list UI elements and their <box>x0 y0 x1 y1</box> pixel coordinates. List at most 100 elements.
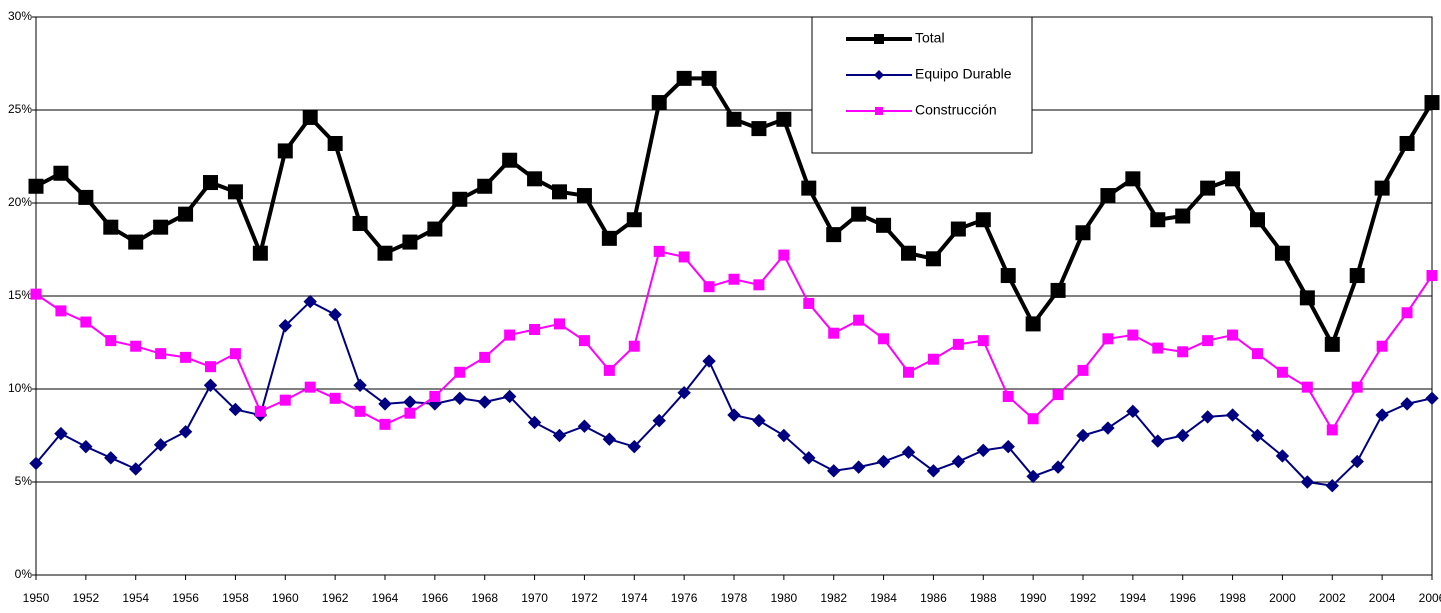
data-point <box>203 378 218 392</box>
data-point <box>252 245 268 261</box>
data-point <box>303 294 317 309</box>
data-point <box>1300 475 1315 489</box>
data-point <box>676 70 692 86</box>
data-point <box>379 418 391 430</box>
data-point <box>1150 212 1166 228</box>
data-point <box>628 340 640 352</box>
data-point <box>1076 428 1090 443</box>
data-point <box>228 402 243 417</box>
data-point <box>876 217 892 233</box>
data-point <box>1075 225 1091 241</box>
data-point <box>728 273 740 285</box>
data-point <box>454 366 466 378</box>
legend-label: Total <box>915 30 945 46</box>
data-point <box>403 395 417 409</box>
data-point <box>826 227 842 243</box>
data-point <box>1424 95 1440 111</box>
data-point <box>603 364 615 376</box>
data-point <box>278 319 292 333</box>
data-point <box>353 378 367 392</box>
x-tick-label: 1978 <box>721 591 748 605</box>
data-point <box>802 451 816 465</box>
data-point <box>903 366 914 378</box>
data-point <box>78 189 94 205</box>
data-point <box>925 251 941 267</box>
y-tick-label: 20% <box>8 195 32 209</box>
data-point <box>952 338 964 350</box>
y-tick-label: 0% <box>15 567 33 581</box>
data-point <box>327 135 343 151</box>
data-point <box>1250 212 1265 228</box>
x-tick-label: 2004 <box>1369 591 1396 605</box>
data-point <box>452 191 468 207</box>
data-point <box>578 335 590 347</box>
data-point <box>1252 348 1263 360</box>
data-point <box>1425 391 1439 406</box>
data-point <box>354 405 366 417</box>
data-point <box>701 70 717 86</box>
data-point <box>726 111 742 127</box>
data-point <box>776 111 792 127</box>
data-point <box>155 348 167 360</box>
x-tick-label: 1956 <box>172 591 199 605</box>
data-point <box>205 361 216 373</box>
x-tick-label: 2006 <box>1419 591 1441 605</box>
data-point <box>229 348 241 360</box>
data-point <box>1025 316 1041 332</box>
data-point <box>352 215 368 231</box>
data-point <box>1274 245 1290 261</box>
data-point <box>527 171 543 187</box>
x-tick-label: 1994 <box>1120 591 1147 605</box>
data-point <box>130 340 142 352</box>
data-point <box>626 212 642 228</box>
data-point <box>677 386 691 400</box>
x-tick-label: 1980 <box>771 591 798 605</box>
data-point <box>1376 340 1388 352</box>
data-point <box>777 428 791 443</box>
data-point <box>577 419 592 433</box>
data-point <box>552 428 567 443</box>
x-tick-label: 1998 <box>1219 591 1246 605</box>
data-point <box>752 413 766 428</box>
data-point <box>427 221 443 237</box>
data-point <box>1101 421 1115 435</box>
data-point <box>727 408 741 422</box>
data-point <box>1225 408 1240 422</box>
data-point <box>104 451 118 465</box>
data-point <box>404 407 416 419</box>
legend-label: Equipo Durable <box>915 66 1012 82</box>
x-tick-label: 1996 <box>1169 591 1196 605</box>
x-tick-label: 1992 <box>1070 591 1097 605</box>
x-tick-label: 1990 <box>1020 591 1047 605</box>
x-tick-label: 1976 <box>671 591 698 605</box>
data-point <box>527 415 542 430</box>
series-line <box>35 300 1433 487</box>
data-point <box>377 245 393 261</box>
data-point <box>304 381 316 393</box>
data-point <box>627 439 641 454</box>
y-tick-label: 10% <box>8 381 32 395</box>
data-point <box>1152 342 1164 354</box>
data-point <box>153 438 168 452</box>
data-point <box>80 316 92 328</box>
data-point <box>1275 449 1290 463</box>
data-point <box>1250 428 1265 443</box>
legend-marker <box>874 70 884 80</box>
data-point <box>554 318 565 330</box>
data-point <box>502 389 517 404</box>
data-point <box>1276 366 1288 378</box>
data-point <box>180 351 192 363</box>
data-point <box>1301 381 1313 393</box>
data-point <box>1052 389 1064 401</box>
data-point <box>950 221 966 237</box>
data-point <box>801 180 817 196</box>
data-point <box>1177 346 1189 358</box>
x-tick-label: 1988 <box>970 591 997 605</box>
data-point <box>778 249 790 261</box>
y-tick-label: 15% <box>8 288 32 302</box>
legend-marker <box>874 34 884 44</box>
data-point <box>1175 208 1191 224</box>
data-point <box>901 445 916 459</box>
data-point <box>29 456 43 471</box>
